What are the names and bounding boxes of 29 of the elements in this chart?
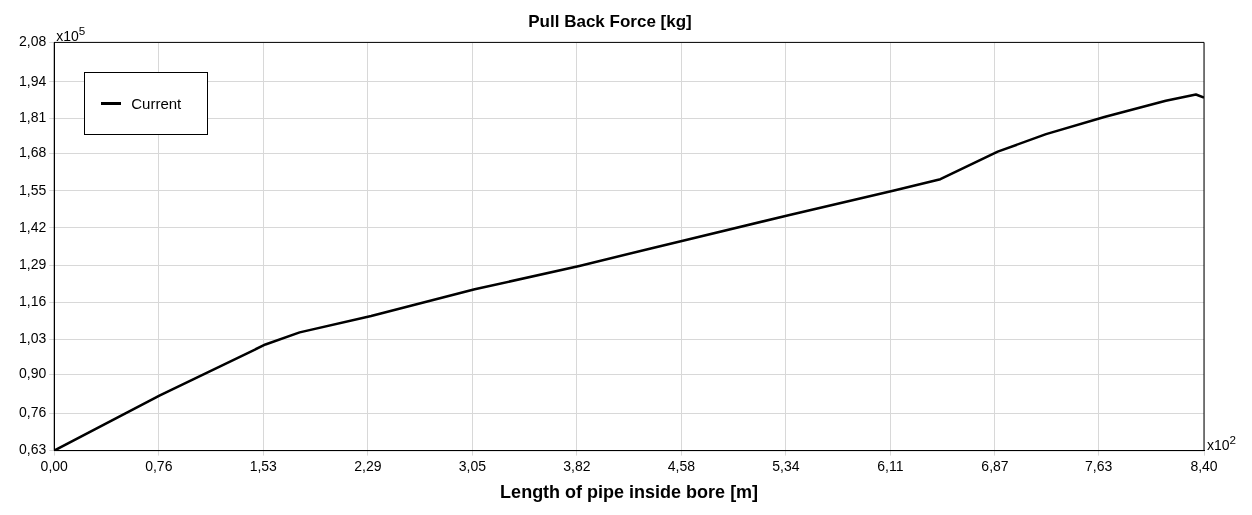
legend-label: Current [131, 95, 182, 113]
y-tick-label: 1,94 [19, 72, 47, 89]
x-axis-title: Length of pipe inside bore [m] [500, 482, 759, 503]
y-tick-label: 1,42 [19, 218, 47, 235]
y-tick-label: 1,68 [19, 144, 47, 161]
y-tick-label: 1,55 [19, 181, 47, 198]
x-tick-label: 4,58 [667, 457, 696, 474]
x-tick-label: 0,00 [40, 457, 69, 474]
y-tick-label: 1,29 [19, 255, 47, 272]
x-tick-label: 0,76 [145, 457, 173, 474]
text: x10$^{2}$ [1207, 432, 1237, 453]
x-tick-label: 5,34 [772, 457, 800, 474]
annotation: x10$^{5}$ [56, 24, 86, 45]
x-tick-label: 1,53 [249, 457, 278, 474]
y-tick-label: 0,90 [19, 365, 47, 382]
chart-title: Pull Back Force [kg] [528, 11, 692, 31]
x-tick-label: 6,87 [981, 457, 1009, 474]
y-tick-label: 1,16 [19, 293, 47, 310]
x-tick-label: 7,63 [1084, 457, 1113, 474]
x-tick-label: 8,40 [1190, 457, 1218, 474]
y-tick-label: 1,03 [19, 330, 47, 347]
y-tick-label: 1,81 [19, 109, 47, 126]
x-tick-label: 2,29 [354, 457, 382, 474]
x-tick-label: 6,11 [877, 457, 904, 474]
x-tick-label: 3,05 [458, 457, 487, 474]
y-tick-label: 0,76 [19, 404, 47, 421]
y-tick-label: 0,63 [19, 441, 47, 458]
x-tick-label: 3,82 [563, 457, 591, 474]
y-tick-label: 2,08 [19, 33, 47, 50]
